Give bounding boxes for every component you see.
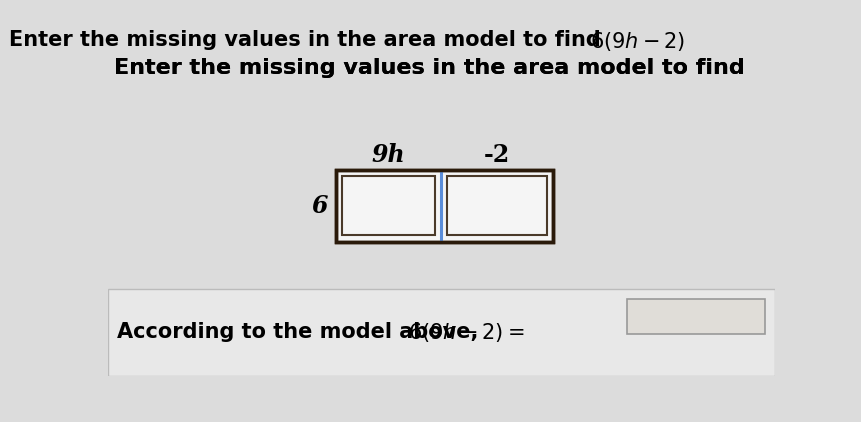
Text: Enter the missing values in the area model to find: Enter the missing values in the area mod… xyxy=(9,30,608,49)
Bar xyxy=(337,170,554,242)
Text: 6: 6 xyxy=(311,194,327,218)
Bar xyxy=(343,176,435,235)
Text: Enter the missing values in the area model to find: Enter the missing values in the area mod… xyxy=(114,57,753,78)
Bar xyxy=(447,176,547,235)
Bar xyxy=(108,289,775,376)
Text: According to the model above,: According to the model above, xyxy=(117,322,486,343)
Bar xyxy=(627,299,765,334)
Text: 9h: 9h xyxy=(372,143,406,167)
Bar xyxy=(337,170,554,242)
Text: $6(9h-2)$: $6(9h-2)$ xyxy=(590,30,685,53)
Bar xyxy=(337,170,554,242)
Text: $6(9h-2)=$: $6(9h-2)=$ xyxy=(408,321,524,344)
Text: -2: -2 xyxy=(484,143,511,167)
Text: Enter the missing values in the area model to find: Enter the missing values in the area mod… xyxy=(114,57,753,78)
